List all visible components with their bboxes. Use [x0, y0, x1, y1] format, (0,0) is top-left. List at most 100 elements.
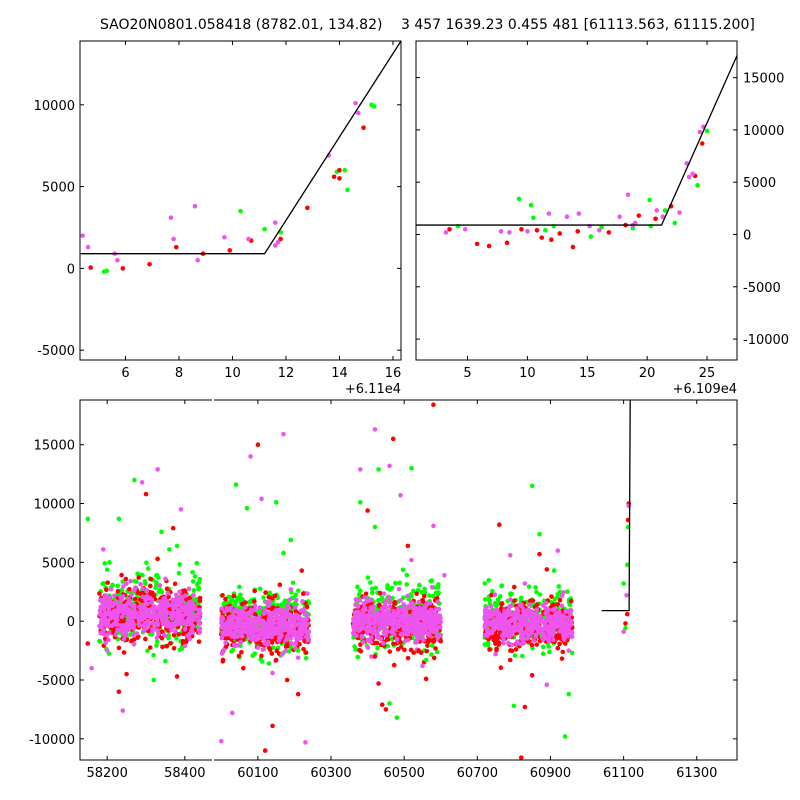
chart-title-top-right: 3 457 1639.23 0.455 481 [61113.563, 6111… [401, 17, 755, 33]
data-point-magenta [383, 598, 388, 604]
data-point-red [136, 575, 141, 580]
data-point-magenta [566, 648, 572, 653]
data-point-red [147, 262, 152, 267]
data-point-magenta [279, 633, 284, 638]
data-point-red [365, 508, 370, 513]
data-point-green [422, 586, 428, 592]
data-point-green [102, 561, 108, 566]
data-point-magenta [387, 604, 393, 609]
data-point-magenta [273, 607, 279, 613]
data-point-magenta [526, 602, 532, 607]
data-point-magenta [293, 641, 299, 646]
chart-title-top-left: SAO20N0801.058418 (8782.01, 134.82) [100, 17, 383, 33]
data-point-magenta [247, 616, 252, 622]
data-point-magenta [263, 630, 269, 635]
data-point-magenta [246, 236, 251, 242]
data-point-magenta [359, 635, 365, 640]
data-point-magenta [413, 613, 419, 618]
data-point-red [489, 592, 494, 598]
data-point-green [262, 226, 267, 232]
data-point-magenta [416, 621, 422, 626]
data-point-magenta [132, 587, 137, 593]
data-point-red [398, 644, 404, 650]
data-point-green [695, 183, 700, 188]
data-point-magenta [386, 594, 392, 600]
data-point-magenta [278, 609, 284, 615]
data-point-magenta [509, 618, 514, 623]
data-point-red [537, 551, 542, 557]
data-point-magenta [291, 625, 296, 631]
data-point-magenta [123, 602, 129, 608]
x-tick-label: 60100 [237, 766, 278, 781]
data-point-magenta [197, 621, 202, 626]
data-point-red [559, 656, 565, 661]
data-point-magenta [424, 600, 430, 606]
data-point-magenta [168, 623, 174, 629]
data-point-magenta [163, 613, 169, 619]
data-point-magenta [405, 637, 411, 643]
data-point-magenta [493, 651, 498, 657]
data-point-red [171, 632, 177, 638]
data-point-green [623, 625, 628, 631]
x-tick-label: 12 [278, 366, 295, 381]
data-point-red [391, 641, 396, 647]
data-point-green [190, 570, 195, 575]
data-point-magenta [389, 613, 395, 618]
data-point-green [369, 590, 375, 596]
data-point-magenta [104, 633, 110, 638]
data-point-magenta [492, 592, 498, 598]
data-point-magenta [136, 623, 142, 628]
data-point-red [187, 595, 192, 601]
data-point-magenta [140, 622, 146, 628]
data-point-green [229, 649, 234, 654]
data-point-magenta [288, 587, 294, 592]
data-point-magenta [118, 602, 124, 608]
y-tick-label: 10000 [34, 99, 75, 114]
data-point-red [416, 648, 422, 653]
data-point-red [557, 641, 562, 647]
data-point-red [147, 583, 153, 589]
data-point-magenta [123, 608, 128, 614]
data-point-magenta [108, 616, 113, 621]
data-point-magenta [108, 586, 114, 592]
data-point-green [379, 595, 385, 601]
data-point-green [387, 701, 392, 706]
data-point-green [238, 592, 243, 598]
data-point-green [376, 467, 381, 472]
data-point-magenta [559, 603, 565, 609]
data-point-magenta [137, 616, 143, 622]
x-tick-label: 58200 [86, 766, 127, 781]
data-point-green [144, 560, 149, 566]
y-tick-label: 5000 [743, 176, 776, 191]
data-point-red [120, 266, 126, 271]
data-point-green [273, 500, 279, 505]
data-point-magenta [418, 624, 424, 630]
data-point-green [482, 597, 488, 602]
data-point-magenta [553, 619, 559, 625]
data-point-green [569, 650, 575, 656]
data-point-red [377, 602, 382, 608]
data-point-magenta [559, 593, 565, 599]
data-point-green [355, 654, 361, 660]
data-point-magenta [632, 220, 638, 226]
y-tick-label: -5000 [743, 281, 781, 296]
data-point-magenta [506, 612, 511, 617]
data-point-red [549, 237, 554, 243]
data-point-magenta [427, 633, 432, 638]
y-tick-label: 10000 [743, 124, 784, 139]
axes-frame [415, 40, 738, 361]
data-point-green [397, 580, 403, 586]
data-point-red [568, 598, 574, 604]
data-point-green [159, 529, 164, 535]
data-point-red [549, 594, 554, 599]
data-point-magenta [228, 605, 234, 611]
data-point-magenta [162, 606, 168, 612]
data-point-magenta [521, 606, 526, 612]
data-point-magenta [353, 597, 359, 602]
data-point-red [411, 650, 416, 655]
data-point-red [150, 590, 155, 596]
data-point-red [337, 176, 342, 181]
data-point-magenta [159, 618, 165, 623]
data-point-magenta [546, 607, 551, 612]
data-point-red [303, 650, 309, 655]
